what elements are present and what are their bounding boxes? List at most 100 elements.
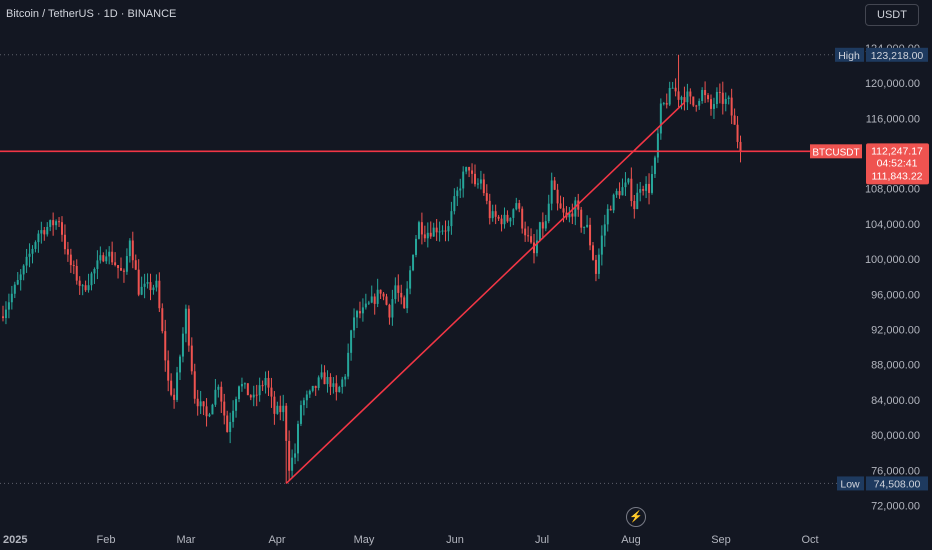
candle-body bbox=[479, 179, 482, 184]
candle-body bbox=[462, 171, 465, 189]
low-label: Low bbox=[840, 478, 860, 490]
candle-body bbox=[288, 440, 291, 471]
candle-body bbox=[538, 222, 541, 241]
candle-body bbox=[96, 260, 99, 269]
candle-body bbox=[181, 333, 184, 357]
candle-body bbox=[609, 208, 612, 211]
candle-body bbox=[305, 394, 308, 401]
candle-body bbox=[214, 389, 217, 405]
candle-body bbox=[373, 296, 376, 304]
candle-body bbox=[712, 104, 715, 109]
candle-body bbox=[364, 303, 367, 308]
candle-body bbox=[533, 242, 535, 254]
candle-body bbox=[320, 372, 323, 378]
candle-body bbox=[338, 386, 341, 393]
candle-body bbox=[279, 405, 282, 413]
candle-body bbox=[379, 289, 382, 294]
candle-body bbox=[285, 405, 288, 441]
candle-body bbox=[120, 268, 122, 271]
candle-body bbox=[515, 203, 518, 210]
candle-body bbox=[34, 242, 37, 249]
candle-body bbox=[16, 280, 19, 285]
candle-body bbox=[361, 307, 364, 314]
candle-body bbox=[4, 309, 7, 319]
candle-body bbox=[117, 265, 120, 269]
candle-body bbox=[506, 214, 509, 222]
high-value-box bbox=[866, 47, 928, 62]
candle-body bbox=[99, 255, 102, 261]
candle-body bbox=[273, 396, 276, 414]
candle-body bbox=[344, 376, 347, 380]
candle-body bbox=[240, 384, 243, 387]
candle-body bbox=[524, 228, 527, 236]
candle-body bbox=[25, 256, 28, 266]
symbol-tag-box bbox=[810, 144, 862, 159]
candle-body bbox=[603, 224, 606, 236]
candle-body bbox=[282, 405, 285, 413]
candle-body bbox=[211, 404, 214, 415]
candle-body bbox=[724, 98, 727, 104]
candle-body bbox=[311, 385, 314, 391]
candle-body bbox=[556, 189, 559, 204]
candle-body bbox=[677, 91, 680, 100]
candle-body bbox=[406, 288, 409, 309]
lightning-icon[interactable]: ⚡ bbox=[626, 507, 646, 527]
candle-body bbox=[420, 222, 423, 235]
candle-body bbox=[134, 260, 137, 270]
y-tick-label: 96,000.00 bbox=[871, 289, 920, 301]
candle-body bbox=[412, 254, 415, 271]
candle-body bbox=[494, 211, 497, 217]
candle-body bbox=[482, 179, 485, 194]
candle-body bbox=[429, 232, 432, 237]
candle-body bbox=[193, 371, 196, 399]
candle-body bbox=[574, 200, 577, 217]
candle-body bbox=[173, 394, 176, 400]
candle-body bbox=[403, 297, 406, 309]
candle-body bbox=[453, 196, 456, 212]
y-tick-label: 108,000.00 bbox=[865, 184, 920, 196]
candle-body bbox=[87, 285, 90, 291]
x-tick-label: May bbox=[354, 534, 375, 546]
candle-body bbox=[653, 157, 656, 175]
candle-body bbox=[111, 251, 114, 263]
candle-body bbox=[105, 256, 108, 262]
currency-button[interactable]: USDT bbox=[865, 4, 919, 26]
candle-body bbox=[63, 234, 66, 250]
candle-body bbox=[270, 387, 273, 397]
candle-body bbox=[541, 222, 544, 229]
candle-body bbox=[55, 221, 58, 226]
candle-body bbox=[238, 386, 240, 400]
candle-body bbox=[718, 91, 721, 93]
candle-body bbox=[202, 401, 205, 407]
x-tick-label: Aug bbox=[621, 534, 641, 546]
candle-body bbox=[208, 414, 211, 417]
candle-body bbox=[308, 390, 311, 395]
candle-body bbox=[394, 285, 397, 300]
y-tick-label: 72,000.00 bbox=[871, 501, 920, 513]
candle-body bbox=[332, 383, 335, 387]
candle-body bbox=[485, 193, 488, 201]
candle-body bbox=[167, 360, 170, 381]
low-value-box bbox=[866, 476, 928, 491]
candle-body bbox=[75, 266, 78, 281]
candle-body bbox=[143, 283, 146, 287]
candle-body bbox=[179, 356, 181, 373]
candle-body bbox=[13, 284, 16, 294]
candle-body bbox=[329, 376, 332, 387]
candle-body bbox=[423, 234, 426, 239]
candle-body bbox=[66, 249, 69, 255]
candle-body bbox=[190, 345, 193, 372]
candle-body bbox=[356, 311, 358, 318]
candle-body bbox=[252, 394, 255, 398]
candle-body bbox=[704, 89, 707, 96]
candle-body bbox=[426, 232, 429, 239]
candle-body bbox=[276, 405, 279, 414]
candle-body bbox=[550, 180, 553, 204]
candle-body bbox=[562, 208, 565, 213]
candle-body bbox=[93, 268, 96, 274]
candle-body bbox=[639, 189, 642, 193]
candle-body bbox=[710, 99, 712, 109]
candle-body bbox=[659, 103, 662, 134]
candle-body bbox=[438, 231, 441, 233]
